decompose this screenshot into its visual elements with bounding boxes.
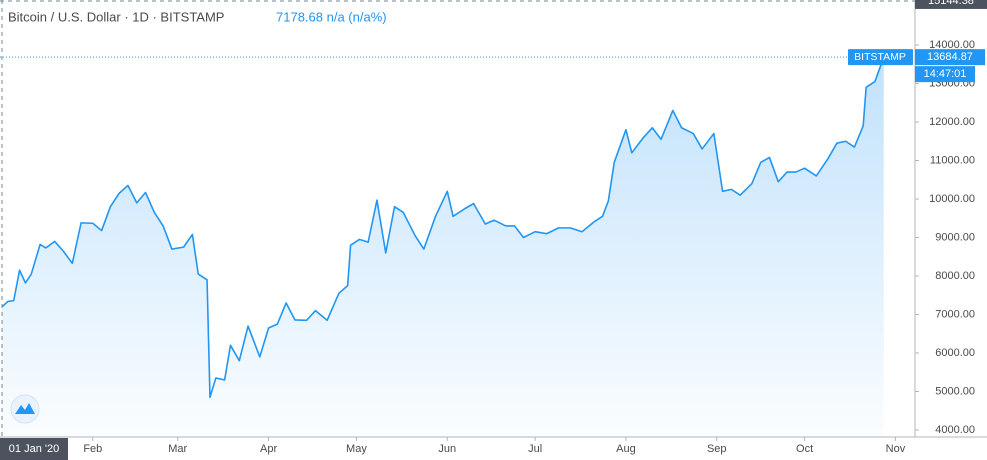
y-tick-label: 9000.00 [935,231,975,243]
axes: 4000.00 5000.00 6000.00 7000.00 8000.00 9000.… [83,39,975,455]
status-text: 7178.68 n/a (n/a%) [276,9,387,24]
countdown-box [915,66,975,83]
x-tick-label: Jun [438,443,456,455]
area-fill [2,57,884,437]
y-tick-label: 7000.00 [935,308,975,320]
x-tick-label: Feb [83,443,102,455]
y-tick-label: 14000.00 [929,39,975,51]
logo-circle [10,394,40,424]
logo-icon [15,403,35,414]
countdown-label: 14:47:01 [924,68,967,80]
x-tick-label: May [346,443,367,455]
x-tick-label: Apr [260,443,277,455]
y-tick-label: 10000.00 [929,193,975,205]
y-tick-label: 12000.00 [929,116,975,128]
y-tick-label: 8000.00 [935,270,975,282]
crosshair-x-label: 01 Jan '20 [9,443,59,455]
symbol-title: Bitcoin / U.S. Dollar · 1D · BITSTAMP [8,9,224,24]
y-tick-label: 6000.00 [935,347,975,359]
crosshair-y-label: 15144.38 [928,0,974,7]
x-tick-label: Sep [707,443,727,455]
x-tick-label: Mar [168,443,187,455]
y-tick-label: 5000.00 [935,385,975,397]
logo [10,394,40,424]
exchange-label: BITSTAMP [854,51,906,63]
y-tick-label: 11000.00 [930,154,975,166]
x-tick-label: Jul [528,443,542,455]
crosshair-y-box [915,0,987,9]
x-tick-label: Oct [796,443,813,455]
crosshair-x-box [0,438,68,460]
last-price-label: 13684.87 [927,51,973,63]
price-line [1,56,885,399]
plot-area [0,56,915,437]
exchange-label-box [848,49,913,66]
y-tick-label: 4000.00 [935,424,975,436]
last-price-box [915,49,985,66]
x-tick-label: Aug [616,443,636,455]
x-tick-label: Nov [886,443,906,455]
